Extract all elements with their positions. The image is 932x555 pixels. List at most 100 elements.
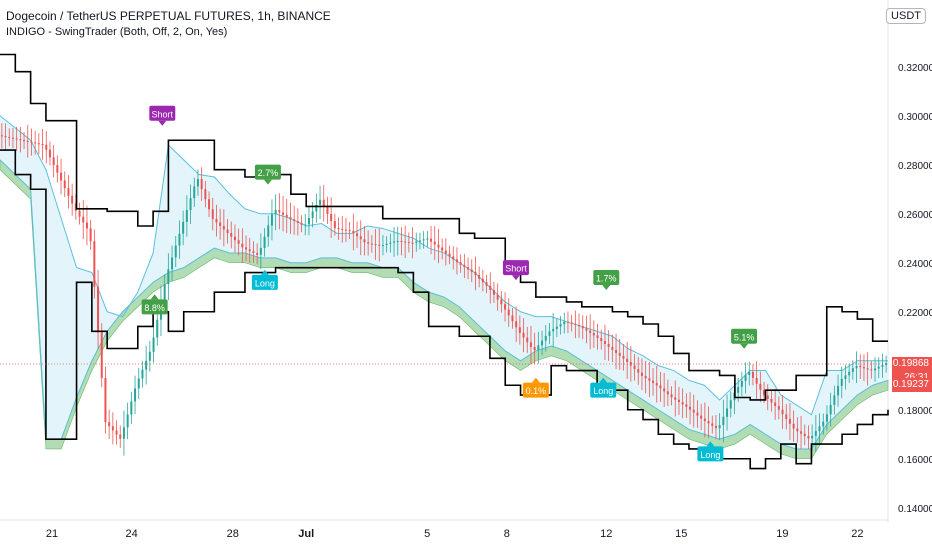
candle xyxy=(522,318,525,353)
symbol-title[interactable]: Dogecoin / TetherUS PERPETUAL FUTURES, 1… xyxy=(6,9,331,23)
candle xyxy=(644,360,647,394)
candle xyxy=(67,175,70,209)
candle xyxy=(544,325,547,352)
candle xyxy=(134,375,137,415)
candle xyxy=(241,228,244,263)
candle xyxy=(352,213,355,251)
candle xyxy=(400,227,403,256)
signal-label-short: Short xyxy=(502,260,529,281)
candle xyxy=(552,312,555,348)
candle xyxy=(85,205,88,246)
candle xyxy=(548,323,551,345)
candle xyxy=(252,241,255,263)
candle xyxy=(770,389,773,412)
candle xyxy=(104,366,107,434)
x-tick-label: 8 xyxy=(504,528,510,540)
candle xyxy=(800,415,803,450)
candle xyxy=(585,315,588,344)
candle xyxy=(111,412,114,445)
candle xyxy=(855,351,858,383)
candle xyxy=(626,341,629,379)
candle xyxy=(30,128,33,156)
candle xyxy=(182,210,185,246)
candle xyxy=(178,220,181,259)
candle xyxy=(478,266,481,288)
candle xyxy=(874,357,877,382)
candle xyxy=(115,420,118,445)
signal-label-short: Short xyxy=(149,105,176,126)
candle xyxy=(19,126,22,153)
candle xyxy=(507,298,510,327)
candle xyxy=(122,410,125,456)
candle xyxy=(755,361,758,401)
candle xyxy=(607,330,610,361)
candle xyxy=(200,167,203,201)
currency-button[interactable]: USDT xyxy=(886,8,926,24)
candle xyxy=(233,224,236,253)
candle xyxy=(862,354,865,382)
candle xyxy=(26,124,29,158)
candle xyxy=(689,392,692,425)
candle xyxy=(404,225,407,259)
candle xyxy=(600,329,603,350)
candle xyxy=(330,197,333,238)
candle xyxy=(322,185,325,222)
candle xyxy=(448,245,451,265)
candle xyxy=(870,361,873,379)
candle xyxy=(511,307,514,329)
candle xyxy=(333,213,336,236)
candle xyxy=(485,274,488,294)
candle xyxy=(685,393,688,418)
candle xyxy=(611,334,614,363)
candle xyxy=(777,396,780,420)
candle xyxy=(245,235,248,262)
candle xyxy=(367,230,370,256)
y-tick-label: 0.32000 xyxy=(898,63,932,74)
svg-text:Long: Long xyxy=(700,450,720,460)
candle xyxy=(785,403,788,430)
y-tick-label: 0.28000 xyxy=(898,161,932,172)
candle xyxy=(470,259,473,283)
candle xyxy=(825,405,828,431)
candle xyxy=(0,123,3,149)
candle xyxy=(481,269,484,292)
x-tick-label: 22 xyxy=(851,528,863,540)
candle xyxy=(370,234,373,253)
candle xyxy=(788,402,791,441)
band-fill xyxy=(0,115,888,449)
candle xyxy=(296,208,299,236)
candle xyxy=(441,238,444,260)
current-price-tag: 0.19868 xyxy=(892,356,932,371)
candle xyxy=(578,313,581,338)
candle xyxy=(263,228,266,257)
candle xyxy=(500,291,503,313)
candle xyxy=(293,205,296,235)
candle xyxy=(130,391,133,425)
svg-text:0.1%: 0.1% xyxy=(526,386,547,396)
x-tick-label: Jul xyxy=(298,528,314,540)
candle xyxy=(726,394,729,431)
svg-text:Long: Long xyxy=(593,386,613,396)
candle xyxy=(8,128,11,147)
candle xyxy=(807,425,810,450)
candle xyxy=(703,402,706,438)
indicator-title[interactable]: INDIGO - SwingTrader (Both, Off, 2, On, … xyxy=(6,26,228,38)
candle xyxy=(455,247,458,275)
candle xyxy=(822,413,825,435)
candle xyxy=(48,141,51,166)
candle xyxy=(378,228,381,262)
candle xyxy=(518,315,521,345)
candle xyxy=(89,219,92,250)
signal-label-profit: 8.8% xyxy=(141,294,168,315)
candle xyxy=(363,226,366,256)
candle xyxy=(193,177,196,207)
signal-label-profit: 2.7% xyxy=(254,164,281,185)
candle xyxy=(259,233,262,270)
candle xyxy=(592,320,595,348)
candle xyxy=(41,129,44,160)
y-tick-label: 0.22000 xyxy=(898,308,932,319)
candle xyxy=(452,246,455,270)
candle xyxy=(718,413,721,441)
